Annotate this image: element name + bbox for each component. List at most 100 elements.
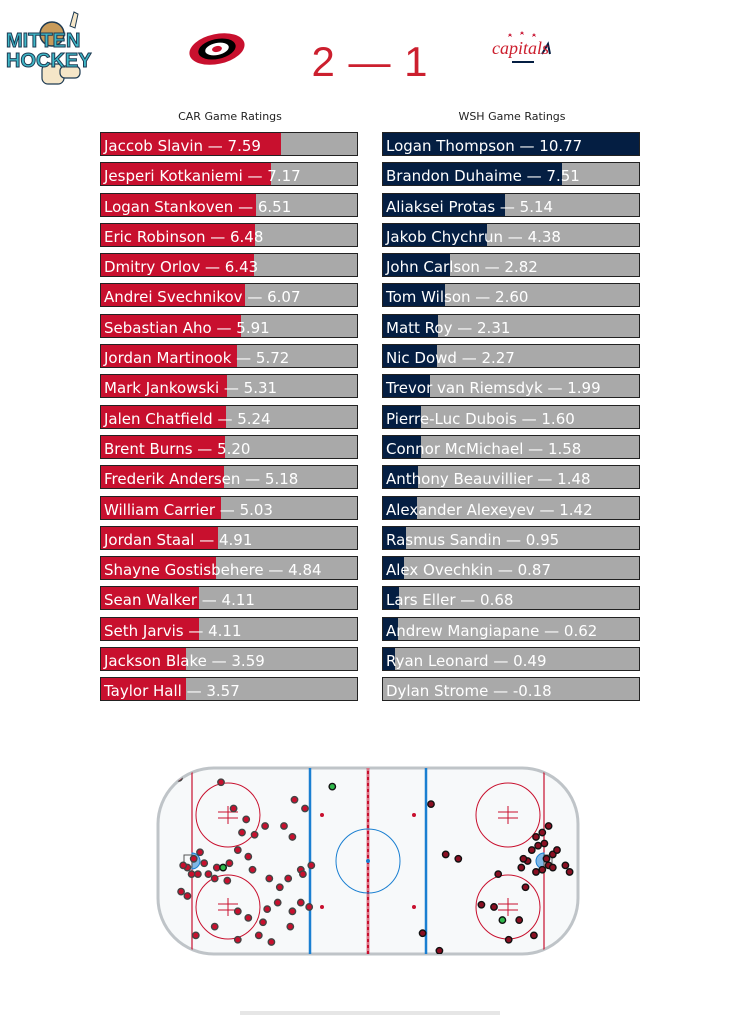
car-shot-marker <box>204 870 213 879</box>
wsh-rating-label: Lars Eller — 0.68 <box>386 591 514 610</box>
wsh-rating-fill <box>383 617 398 640</box>
car-rating-fill <box>101 526 218 549</box>
car-rating-label: Jaccob Slavin — 7.59 <box>104 137 261 155</box>
car-rating-bar: Andrei Svechnikov — 6.07 <box>100 283 358 308</box>
mitten-hockey-logo: MITTEN HOCKEY <box>4 8 100 86</box>
wsh-shot-marker <box>490 903 498 911</box>
wsh-rating-label: Logan Thompson — 10.77 <box>386 137 583 155</box>
car-rating-label: Andrei Svechnikov — 6.07 <box>104 288 301 307</box>
car-rating-fill <box>101 678 186 701</box>
car-rating-label: Seth Jarvis — 4.11 <box>104 621 242 640</box>
wsh-shot-marker <box>534 841 542 850</box>
wsh-rating-fill <box>383 345 437 368</box>
car-rating-fill <box>101 557 217 580</box>
car-rating-bar: Jaccob Slavin — 7.59 <box>100 132 358 156</box>
car-goal-marker <box>219 863 227 872</box>
wsh-rating-bar: Tom Wilson — 2.60 <box>382 283 640 308</box>
car-rating-label: Sebastian Aho — 5.91 <box>104 318 270 337</box>
faceoff-circle-tr <box>475 782 541 848</box>
car-shot-marker <box>273 898 282 907</box>
wsh-rating-bar: Andrew Mangiapane — 0.62 <box>382 616 640 641</box>
car-rating-label: Jesperi Kotkaniemi — 7.17 <box>104 167 301 186</box>
footer-credit <box>240 1011 500 1015</box>
car-rating-label: Mark Jankowski — 5.31 <box>104 379 278 398</box>
car-rating-bar: Taylor Hall — 3.57 <box>100 677 358 702</box>
wsh-goal-marker <box>498 916 507 924</box>
wsh-rating-fill <box>383 557 404 580</box>
wsh-rating-fill <box>383 314 438 337</box>
wsh-rating-bar: Dylan Strome — -0.18 <box>382 677 640 702</box>
hurricanes-icon <box>189 33 245 65</box>
car-shot-marker <box>284 874 293 883</box>
car-shot-marker <box>288 907 297 916</box>
wsh-rating-label: Nic Dowd — 2.27 <box>386 349 515 368</box>
car-shot-marker <box>183 892 192 900</box>
wsh-shot-marker <box>538 828 547 837</box>
car-rating-fill <box>101 163 272 186</box>
wsh-rating-bar: Trevor van Riemsdyk — 1.99 <box>382 374 640 399</box>
wsh-shot-marker <box>477 900 486 909</box>
car-rating-fill <box>101 617 199 640</box>
wsh-rating-bar: Brandon Duhaime — 7.51 <box>382 162 640 187</box>
wsh-rating-fill <box>383 466 419 489</box>
wsh-shot-marker <box>527 846 536 854</box>
wsh-ratings-bars: Logan Thompson — 10.77 Brandon Duhaime — … <box>382 132 640 708</box>
car-shot-marker <box>280 822 288 830</box>
car-shot-marker <box>261 822 270 830</box>
game-score: 2 — 1 <box>311 38 429 85</box>
wsh-rating-label: John Carlson — 2.82 <box>386 258 538 277</box>
wsh-rating-fill <box>383 435 421 458</box>
car-rating-label: Jalen Chatfield — 5.24 <box>104 409 271 428</box>
car-rating-bar: Eric Robinson — 6.48 <box>100 222 358 247</box>
wsh-shot-marker <box>542 854 551 863</box>
car-shot-marker <box>244 852 253 861</box>
mascot-icon <box>39 11 81 85</box>
wsh-rating-bar: Nic Dowd — 2.27 <box>382 344 640 369</box>
capitals-logo: capitals <box>486 28 562 68</box>
wsh-rating-fill <box>383 193 506 216</box>
car-rating-bar: Seth Jarvis — 4.11 <box>100 616 358 641</box>
wsh-rating-bar: Ryan Leonard — 0.49 <box>382 647 640 672</box>
wsh-rating-fill <box>383 284 445 307</box>
car-rating-fill <box>101 193 256 216</box>
wsh-rating-label: Andrew Mangiapane — 0.62 <box>386 621 598 640</box>
car-rating-bar: Logan Stankoven — 6.51 <box>100 192 358 217</box>
car-rating-label: Eric Robinson — 6.48 <box>104 227 264 246</box>
wsh-shot-marker <box>418 929 427 938</box>
wsh-shot-marker <box>553 846 561 854</box>
car-shot-marker <box>223 876 232 885</box>
car-shot-marker <box>194 870 202 879</box>
wsh-rating-label: Trevor van Riemsdyk — 1.99 <box>386 379 601 398</box>
faceoff-circle-bl <box>195 874 261 940</box>
car-rating-bar: Sebastian Aho — 5.91 <box>100 313 358 338</box>
car-shot-marker <box>301 804 309 813</box>
car-shot-marker <box>200 859 209 868</box>
center-circle <box>335 828 401 894</box>
wsh-shot-marker <box>494 870 503 879</box>
car-rating-fill <box>101 405 226 428</box>
car-rating-bar: Jackson Blake — 3.59 <box>100 647 358 672</box>
wsh-rating-bar: Aliaksei Protas — 5.14 <box>382 192 640 217</box>
wsh-shot-marker <box>454 854 463 863</box>
wsh-shot-marker <box>517 863 526 872</box>
wsh-rating-fill <box>383 587 400 610</box>
wsh-rating-fill <box>383 496 417 519</box>
car-shot-marker <box>290 795 299 804</box>
car-shot-marker <box>265 874 274 883</box>
car-rating-label: Jackson Blake — 3.59 <box>104 652 265 671</box>
car-ratings-title: CAR Game Ratings <box>178 110 282 123</box>
wsh-rating-bar: Alex Ovechkin — 0.87 <box>382 556 640 581</box>
car-shot-marker <box>250 830 259 839</box>
wsh-rating-label: Ryan Leonard — 0.49 <box>386 652 547 671</box>
car-rating-bar: Frederik Andersen — 5.18 <box>100 465 358 490</box>
wsh-shot-marker <box>548 863 557 872</box>
car-rating-label: Dmitry Orlov — 6.43 <box>104 258 259 277</box>
car-rating-label: Brent Burns — 5.20 <box>104 439 251 458</box>
car-rating-label: Logan Stankoven — 6.51 <box>104 197 292 216</box>
wsh-shot-marker <box>515 916 524 924</box>
car-shot-marker <box>191 931 200 940</box>
car-rating-fill <box>101 284 246 307</box>
wsh-rating-bar: Jakob Chychrun — 4.38 <box>382 222 640 247</box>
car-rating-label: Shayne Gostisbehere — 4.84 <box>104 561 322 580</box>
car-rating-fill <box>101 375 228 398</box>
